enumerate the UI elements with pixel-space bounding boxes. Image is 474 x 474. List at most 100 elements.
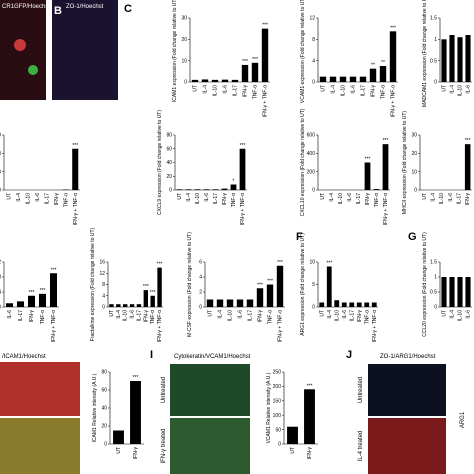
bar [211, 79, 219, 82]
x-tick-label: IL-6 [351, 85, 357, 94]
x-tick-label: IL-4 [450, 85, 456, 94]
y-tick-label: 1 [434, 37, 437, 43]
bar [27, 295, 36, 307]
y-tick-label: 600 [307, 133, 316, 139]
significance: *** [365, 157, 371, 163]
y-tick-label: 1 [434, 275, 437, 281]
stain-label: Cytokeratin/VCAM1/Hoechst [174, 354, 251, 360]
bar [359, 76, 367, 82]
y-tick-label: 120 [0, 133, 1, 139]
x-tick-label: TNF-α [268, 310, 274, 324]
x-tick-label: TNF-α [40, 310, 46, 324]
y-tick-label: 8 [312, 37, 315, 43]
y-tick-label: 80 [101, 370, 107, 376]
bar [364, 162, 371, 190]
bar [457, 37, 463, 82]
x-tick-label: IL-4 [327, 310, 333, 319]
y-tick-label: 12 [309, 16, 315, 22]
y-tick-label: 400 [307, 151, 316, 157]
bar [349, 302, 355, 307]
bar [5, 303, 14, 307]
bar [226, 299, 234, 307]
panel-letter: G [408, 231, 417, 243]
bar [441, 39, 447, 82]
y-tick-label: 4 [102, 293, 105, 299]
y-tick-label: 200 [307, 169, 316, 175]
x-tick-label: IFN-γ [243, 85, 249, 98]
x-tick-label: TNF-α [364, 310, 370, 324]
x-tick-label: IL-10 [458, 85, 464, 97]
x-tick-label: IL-17 [349, 310, 355, 322]
y-tick-label: 200 [273, 384, 282, 390]
bar [201, 79, 209, 82]
x-tick-label: IL-4 [218, 310, 224, 319]
y-tick-label: 0 [199, 305, 202, 311]
bar [230, 184, 237, 190]
x-tick-label: TNF-α [253, 85, 259, 99]
x-tick-label: IL-6 [130, 310, 136, 319]
x-tick-label: IL-10 [213, 85, 219, 97]
x-tick-label: IL-17 [44, 193, 50, 205]
significance: *** [143, 284, 149, 290]
y-tick-label: 250 [273, 370, 282, 376]
bar [212, 189, 219, 190]
x-tick-label: TNF-α [231, 193, 237, 207]
x-tick-label: UT [116, 447, 122, 454]
y-tick-label: 60 [166, 146, 172, 152]
bar [150, 295, 155, 307]
y-tick-label: 0 [312, 188, 315, 194]
y-axis-label: CXCL10 expression (Fold change relative … [300, 108, 306, 216]
significance: *** [40, 288, 46, 294]
bar [356, 302, 362, 307]
x-tick-label: UT [320, 193, 326, 200]
significance: *** [240, 143, 246, 149]
significance: *** [257, 282, 263, 288]
y-tick-label: 6 [199, 260, 202, 266]
row-label: IFN-γ treated [161, 428, 167, 463]
x-tick-label: IL-10 [341, 85, 347, 97]
significance: *** [51, 267, 57, 273]
y-tick-label: 50 [275, 427, 281, 433]
y-tick-label: 4 [312, 58, 315, 64]
bar [191, 79, 199, 82]
y-tick-label: 1.5 [430, 16, 437, 22]
x-tick-label: UT [6, 193, 12, 200]
y-tick-label: 0 [434, 80, 437, 86]
x-tick-label: IFN-γ + TNF-α [372, 310, 378, 342]
x-tick-label: IL-10 [458, 310, 464, 322]
x-tick-label: IFN-γ [365, 193, 371, 206]
x-tick-label: IL-6 [466, 310, 472, 319]
x-tick-label: UT [177, 193, 183, 200]
cell [28, 65, 38, 75]
x-tick-label: IL-10 [228, 310, 234, 322]
bar [364, 302, 370, 307]
bar [341, 302, 347, 307]
bar [465, 277, 471, 307]
bar [457, 277, 463, 307]
x-tick-label: IL-17 [361, 85, 367, 97]
x-tick-label: IL-4 [16, 193, 22, 202]
y-tick-label: 4 [199, 275, 202, 281]
x-tick-label: IL-6 [223, 85, 229, 94]
bar [349, 76, 357, 82]
bar [221, 188, 228, 190]
bar [287, 426, 298, 444]
bar [236, 299, 244, 307]
bar [441, 277, 447, 307]
bar [382, 144, 389, 190]
y-tick-label: 0 [312, 80, 315, 86]
x-tick-label: IL-4 [329, 193, 335, 202]
y-tick-label: 10 [181, 58, 187, 64]
bar [329, 76, 337, 82]
stain-label: CR1GFP/Hoechst [2, 4, 50, 10]
y-tick-label: 0.5 [430, 290, 437, 296]
y-tick-label: 4 [0, 290, 1, 296]
y-tick-label: 80 [0, 151, 1, 157]
y-tick-label: 20 [181, 37, 187, 43]
stain-label: ZO-1/ARG1/Hoechst [380, 354, 436, 360]
x-tick-label: UT [442, 85, 448, 92]
image-i-bottom [170, 418, 250, 474]
y-tick-label: 0 [0, 305, 1, 311]
bar [256, 288, 264, 307]
y-axis-label: ICAM1 expression (Fold change relative t… [172, 0, 178, 102]
